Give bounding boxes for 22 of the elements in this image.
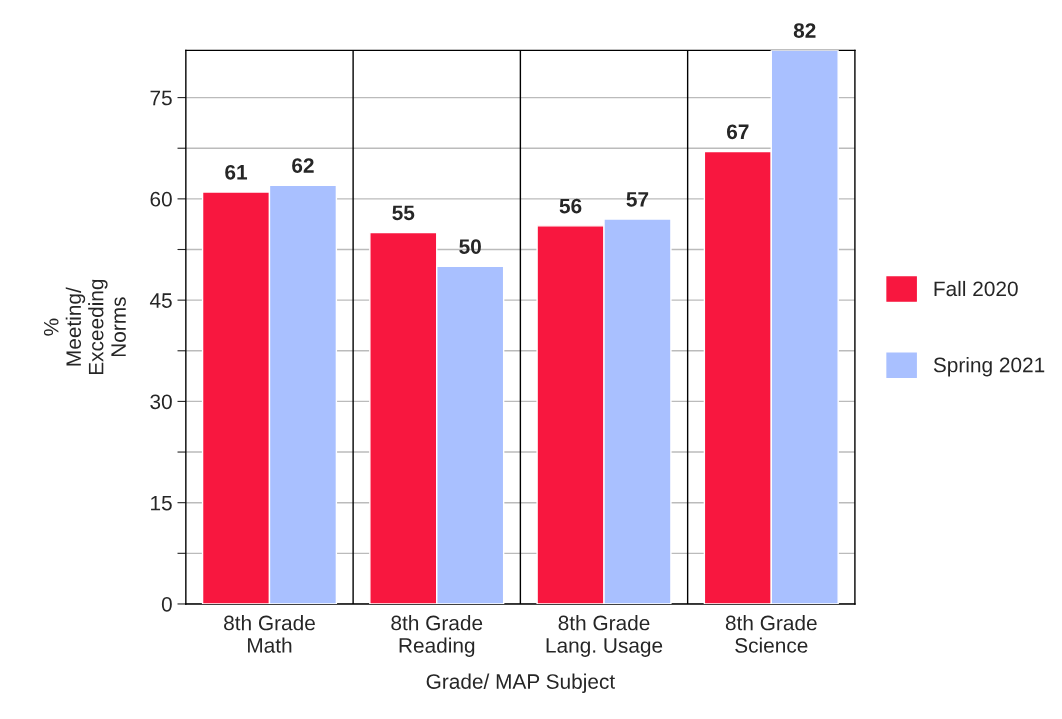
y-tick-label: 30 [150,394,172,410]
x-tick-label: 8th Grade Lang. Usage [546,615,663,657]
data-label: 67 [727,124,749,140]
x-tick-label: 8th Grade Reading [391,615,483,657]
y-tick-label: 60 [150,191,172,207]
legend-label: Fall 2020 [934,280,1018,297]
y-tick-label: 15 [151,495,172,511]
y-tick-label: 75 [150,90,172,106]
data-label: 56 [559,198,582,214]
legend-label: Spring 2021 [933,357,1045,377]
data-label: 61 [225,164,248,180]
y-tick-label: 0 [161,596,172,612]
data-label: 62 [292,158,314,173]
data-label: 82 [793,23,816,38]
data-label: 57 [626,192,649,207]
x-tick-label: 8th Grade Math [224,615,315,653]
y-tick-label: 45 [149,293,172,308]
data-label: 55 [392,205,415,221]
x-tick-label: 8th Grade Science [725,615,817,653]
data-label: 50 [459,239,481,254]
x-axis-title: Grade/ MAP Subject [426,673,615,694]
y-axis-title: % Meeting/ Exceeding Norms [43,279,126,375]
